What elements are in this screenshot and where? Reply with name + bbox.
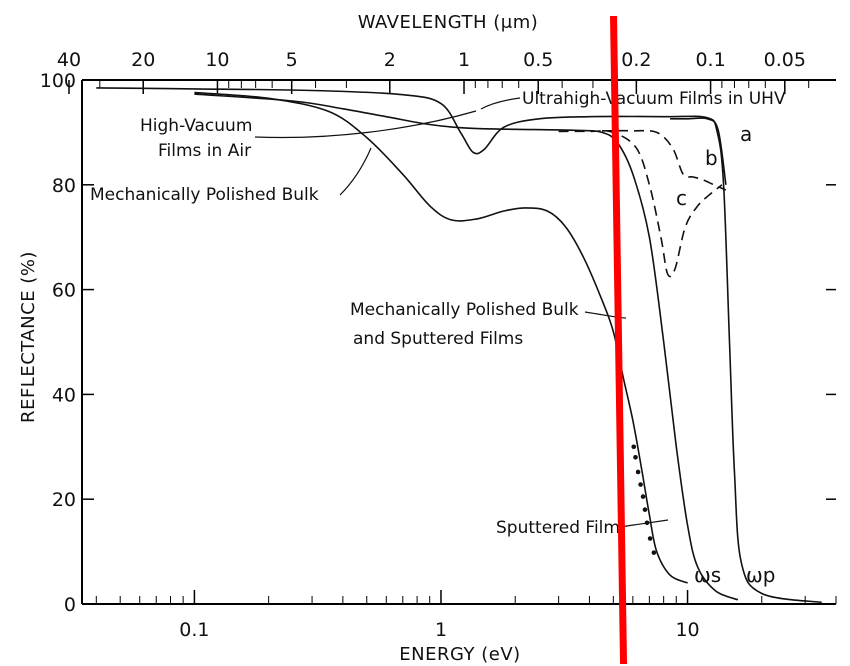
y-axis-title: REFLECTANCE (%)	[18, 251, 39, 423]
annotation-pointers	[254, 97, 669, 528]
label-curve-b: b	[705, 146, 718, 170]
sputtered-film-point	[642, 507, 648, 512]
pointer-high-vacuum	[254, 110, 477, 139]
y-tick-label: 40	[52, 384, 76, 406]
y-tick-label: 100	[40, 70, 76, 92]
red-marker-line	[610, 15, 628, 665]
x2-tick-label: 10	[205, 49, 229, 71]
sputtered-film-point	[638, 482, 643, 487]
x2-tick-label: 5	[286, 49, 298, 71]
x2-tick-label: 0.1	[695, 49, 725, 71]
label-high-vacuum: High-Vacuum	[140, 116, 252, 136]
x2-tick-label: 0.05	[764, 49, 806, 71]
x2-tick-label: 0.2	[621, 49, 651, 71]
sputtered-film-point	[635, 469, 641, 475]
x-axis-title: ENERGY (eV)	[399, 644, 520, 665]
sputtered-film-point	[631, 444, 637, 450]
label-sputtered-film: Sputtered Film	[496, 518, 620, 538]
annotations: Ultrahigh-Vacuum Films in UHV High-Vacuu…	[90, 89, 786, 587]
label-polished-bulk: Mechanically Polished Bulk	[90, 185, 319, 205]
sputtered-film-point	[651, 550, 657, 555]
y-tick-label: 0	[64, 594, 76, 616]
x2-tick-label: 0.5	[523, 49, 553, 71]
sputtered-film-point	[633, 454, 638, 460]
x-tick-label: 10	[675, 619, 699, 641]
pointer-polished-sputtered	[584, 311, 627, 319]
label-curve-a: a	[740, 122, 752, 146]
pointer-uhv	[480, 97, 521, 110]
sputtered-film-points	[631, 444, 657, 555]
sputtered-film-point	[647, 536, 653, 541]
series-line-3	[194, 91, 688, 584]
x2-tick-label: 20	[131, 49, 155, 71]
label-polished-bulk-2: Mechanically Polished Bulk	[350, 300, 579, 320]
x-tick-label: 0.1	[179, 619, 209, 641]
y-tick-label: 60	[52, 280, 76, 302]
series-line-b	[601, 129, 727, 191]
x2-tick-label: 1	[458, 49, 470, 71]
label-omega-p: ωp	[746, 563, 775, 587]
series-line-1	[96, 87, 822, 604]
pointer-polished-bulk	[339, 147, 372, 196]
top-wavelength-ticks: 40 20 10 5 2 1 0.5 0.2 0.1 0.05	[57, 49, 806, 94]
pointer-sputtered-film	[619, 519, 669, 528]
y-ticks: 0 20 40 60 80 100	[40, 70, 836, 616]
x2-tick-label: 40	[57, 49, 81, 71]
x-tick-label: 1	[435, 619, 447, 641]
y-tick-label: 80	[52, 175, 76, 197]
series-line-a	[670, 117, 727, 185]
y-tick-label: 20	[52, 489, 76, 511]
sputtered-film-point	[640, 494, 646, 499]
x2-tick-label: 2	[384, 49, 396, 71]
label-uhv-films: Ultrahigh-Vacuum Films in UHV	[522, 89, 786, 109]
x-ticks: 0.1 1 10	[179, 590, 700, 641]
series-line-c	[558, 130, 723, 278]
label-sputtered-films: and Sputtered Films	[353, 329, 523, 349]
label-omega-s: ωs	[694, 563, 721, 587]
label-curve-c: c	[676, 186, 687, 210]
top-axis-title: WAVELENGTH (μm)	[358, 12, 539, 33]
label-films-in-air: Films in Air	[158, 141, 251, 161]
